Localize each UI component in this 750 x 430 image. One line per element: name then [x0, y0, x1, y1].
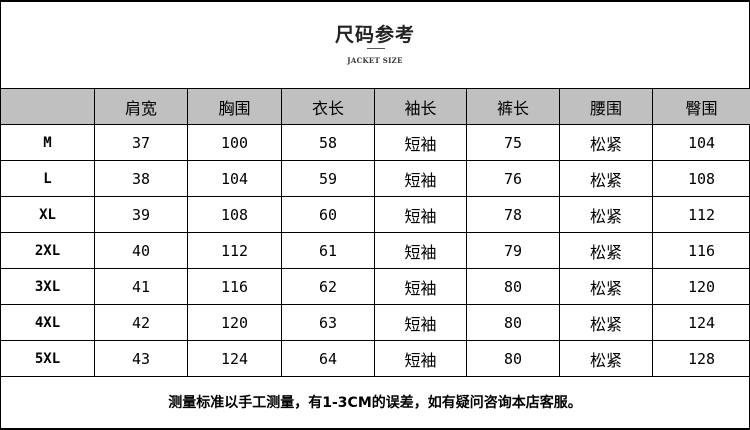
header-row: 肩宽 胸围 衣长 袖长 裤长 腰围 臀围	[0, 88, 750, 125]
cell-sleeve: 短袖	[374, 124, 467, 161]
chart-title: 尺码参考	[334, 24, 415, 46]
column-header-pants-length: 裤长	[466, 88, 560, 125]
column-header-shoulder: 肩宽	[94, 88, 188, 125]
cell-waist: 松紧	[559, 196, 653, 233]
cell-pants-length: 80	[466, 304, 560, 341]
cell-chest: 124	[187, 340, 282, 377]
cell-size: M	[0, 124, 95, 161]
cell-pants-length: 79	[466, 232, 560, 269]
cell-hip: 116	[652, 232, 750, 269]
column-header-length: 衣长	[281, 88, 375, 125]
cell-shoulder: 40	[94, 232, 188, 269]
cell-shoulder: 39	[94, 196, 188, 233]
cell-chest: 112	[187, 232, 282, 269]
cell-sleeve: 短袖	[374, 340, 467, 377]
column-header-hip: 臀围	[652, 88, 750, 125]
table-row: XL 39 108 60 短袖 78 松紧 112	[0, 196, 750, 233]
title-area: 尺码参考 JACKET SIZE	[0, 0, 750, 88]
cell-shoulder: 37	[94, 124, 188, 161]
cell-size: L	[0, 160, 95, 197]
table-row: 4XL 42 120 63 短袖 80 松紧 124	[0, 304, 750, 341]
cell-length: 61	[281, 232, 375, 269]
cell-chest: 104	[187, 160, 282, 197]
table-row: L 38 104 59 短袖 76 松紧 108	[0, 160, 750, 197]
cell-hip: 104	[652, 124, 750, 161]
cell-size: 5XL	[0, 340, 95, 377]
cell-waist: 松紧	[559, 160, 653, 197]
size-table: 肩宽 胸围 衣长 袖长 裤长 腰围 臀围 M 37 100 58 短袖 75 松紧 104 L 38 104 59 短…	[0, 88, 750, 377]
cell-shoulder: 41	[94, 268, 188, 305]
cell-length: 60	[281, 196, 375, 233]
cell-pants-length: 75	[466, 124, 560, 161]
cell-size: 3XL	[0, 268, 95, 305]
cell-hip: 120	[652, 268, 750, 305]
cell-sleeve: 短袖	[374, 268, 467, 305]
cell-sleeve: 短袖	[374, 160, 467, 197]
title-divider	[367, 48, 385, 49]
column-header-chest: 胸围	[187, 88, 282, 125]
cell-hip: 112	[652, 196, 750, 233]
table-row: 2XL 40 112 61 短袖 79 松紧 116	[0, 232, 750, 269]
cell-hip: 128	[652, 340, 750, 377]
chart-subtitle: JACKET SIZE	[347, 56, 403, 65]
cell-size: 2XL	[0, 232, 95, 269]
cell-waist: 松紧	[559, 268, 653, 305]
cell-shoulder: 38	[94, 160, 188, 197]
cell-sleeve: 短袖	[374, 304, 467, 341]
cell-hip: 108	[652, 160, 750, 197]
cell-length: 59	[281, 160, 375, 197]
cell-chest: 100	[187, 124, 282, 161]
cell-waist: 松紧	[559, 124, 653, 161]
cell-waist: 松紧	[559, 232, 653, 269]
column-header-sleeve: 袖长	[374, 88, 467, 125]
cell-waist: 松紧	[559, 340, 653, 377]
cell-sleeve: 短袖	[374, 196, 467, 233]
cell-sleeve: 短袖	[374, 232, 467, 269]
cell-chest: 116	[187, 268, 282, 305]
cell-pants-length: 80	[466, 268, 560, 305]
cell-size: XL	[0, 196, 95, 233]
column-header-waist: 腰围	[559, 88, 653, 125]
column-header-size	[0, 88, 95, 125]
cell-shoulder: 42	[94, 304, 188, 341]
table-row: M 37 100 58 短袖 75 松紧 104	[0, 124, 750, 161]
cell-size: 4XL	[0, 304, 95, 341]
table-row: 3XL 41 116 62 短袖 80 松紧 120	[0, 268, 750, 305]
cell-shoulder: 43	[94, 340, 188, 377]
cell-pants-length: 80	[466, 340, 560, 377]
cell-chest: 108	[187, 196, 282, 233]
cell-length: 64	[281, 340, 375, 377]
cell-length: 63	[281, 304, 375, 341]
cell-length: 62	[281, 268, 375, 305]
measurement-note: 测量标准以手工测量，有1-3CM的误差，如有疑问咨询本店客服。	[0, 376, 750, 429]
cell-chest: 120	[187, 304, 282, 341]
cell-hip: 124	[652, 304, 750, 341]
cell-pants-length: 78	[466, 196, 560, 233]
cell-pants-length: 76	[466, 160, 560, 197]
cell-length: 58	[281, 124, 375, 161]
cell-waist: 松紧	[559, 304, 653, 341]
table-row: 5XL 43 124 64 短袖 80 松紧 128	[0, 340, 750, 377]
